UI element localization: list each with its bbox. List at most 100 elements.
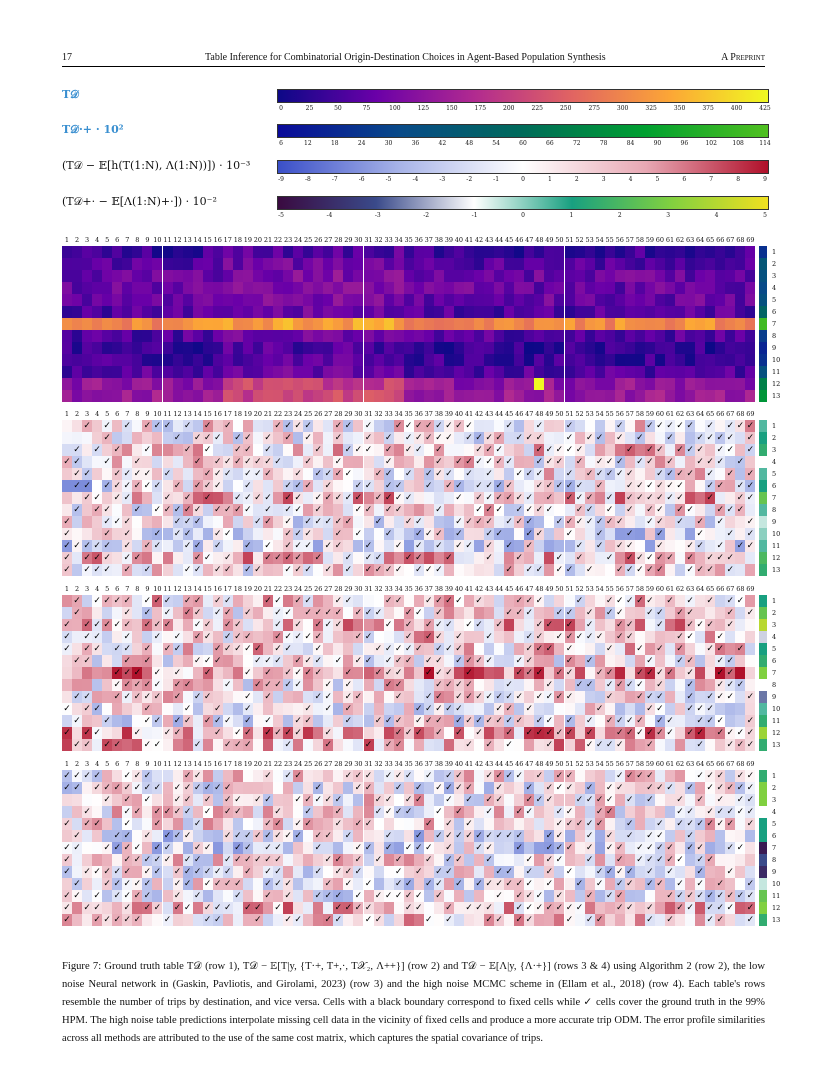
column-label: 41: [464, 760, 474, 768]
table-cell: ✓: [252, 492, 263, 504]
table-cell: [464, 595, 474, 607]
table-cell: ✓: [614, 890, 625, 902]
table-cell: [263, 378, 273, 390]
table-cell: ✓: [182, 492, 193, 504]
table-cell: [182, 282, 193, 294]
table-cell: ✓: [464, 468, 474, 480]
row-label: 2: [772, 609, 777, 617]
table-cell: ✓: [634, 691, 645, 703]
table-cell: ✓: [504, 516, 515, 528]
table-cell: [202, 595, 213, 607]
table-cell: [283, 782, 294, 794]
table-cell: [725, 270, 736, 282]
table-cell: [423, 794, 434, 806]
column-label: 31: [364, 760, 373, 768]
table-cell: ✓: [142, 564, 153, 576]
table-cell: [353, 258, 364, 270]
table-cell: ✓: [685, 890, 696, 902]
table-cell: [534, 854, 545, 866]
column-label: 21: [263, 585, 273, 593]
row-sum-cell: [759, 468, 767, 480]
table-cell: [433, 366, 444, 378]
row-sum-cell: [759, 739, 767, 751]
table-cell: [182, 552, 193, 564]
table-cell: [252, 528, 263, 540]
column-label: 1: [64, 410, 70, 418]
table-cell: [675, 456, 686, 468]
table-cell: [122, 354, 133, 366]
table-cell: ✓: [665, 727, 675, 739]
table-cell: ✓: [92, 540, 103, 552]
table-cell: [554, 378, 565, 390]
table-cell: [232, 480, 243, 492]
table-cell: [142, 842, 153, 854]
table-cell: [142, 294, 153, 306]
table-cell: [654, 456, 665, 468]
table-cell: ✓: [644, 866, 655, 878]
table-cell: [624, 667, 635, 679]
table-cell: ✓: [554, 890, 565, 902]
table-cell: ✓: [413, 420, 424, 432]
column-label: 15: [203, 760, 212, 768]
table-cell: ✓: [182, 806, 193, 818]
table-cell: ✓: [162, 643, 173, 655]
column-label: 59: [645, 585, 655, 593]
preprint-tag: A Preprint: [721, 52, 765, 63]
table-cell: [745, 246, 756, 258]
table-cell: [745, 619, 756, 631]
table-cell: [353, 468, 364, 480]
table-cell: [685, 516, 696, 528]
table-cell: [504, 282, 515, 294]
table-cell: [363, 270, 374, 282]
table-cell: [504, 504, 515, 516]
table-cell: [413, 679, 424, 691]
table-cell: [333, 667, 344, 679]
column-label: 62: [675, 410, 685, 418]
table-cell: ✓: [242, 631, 253, 643]
table-cell: ✓: [182, 770, 193, 782]
table-cell: [293, 294, 304, 306]
table-cell: [494, 552, 505, 564]
table-cell: [273, 444, 284, 456]
table-cell: ✓: [564, 492, 575, 504]
table-cell: [524, 739, 535, 751]
table-cell: [353, 378, 364, 390]
table-cell: ✓: [393, 691, 404, 703]
column-label: 30: [354, 585, 363, 593]
table-cell: ✓: [745, 444, 756, 456]
table-cell: ✓: [162, 914, 173, 926]
table-cell: ✓: [695, 818, 706, 830]
table-cell: [82, 258, 93, 270]
table-cell: [212, 258, 223, 270]
row-label: 8: [772, 856, 777, 864]
table-cell: [594, 727, 605, 739]
table-cell: [62, 432, 72, 444]
table-cell: ✓: [614, 878, 625, 890]
table-cell: [544, 667, 555, 679]
table-cell: ✓: [132, 480, 143, 492]
column-label: 61: [665, 760, 675, 768]
table-cell: [464, 246, 474, 258]
table-cell: ✓: [222, 528, 233, 540]
table-cell: ✓: [313, 516, 324, 528]
table-cell: [72, 420, 83, 432]
table-cell: [353, 420, 364, 432]
table-cell: [232, 914, 243, 926]
table-cell: ✓: [172, 878, 183, 890]
table-cell: [745, 354, 756, 366]
table-cell: ✓: [675, 468, 686, 480]
table-cell: [665, 878, 675, 890]
table-cell: [594, 378, 605, 390]
table-cell: ✓: [393, 854, 404, 866]
table-cell: [725, 354, 736, 366]
table-cell: [273, 516, 284, 528]
table-cell: [303, 492, 314, 504]
table-cell: [102, 806, 113, 818]
table-cell: [323, 504, 334, 516]
table-cell: ✓: [92, 727, 103, 739]
table-cell: [403, 528, 414, 540]
table-cell: [705, 607, 716, 619]
table-cell: [524, 354, 535, 366]
column-label: 1: [64, 236, 70, 244]
table-cell: [453, 902, 464, 914]
